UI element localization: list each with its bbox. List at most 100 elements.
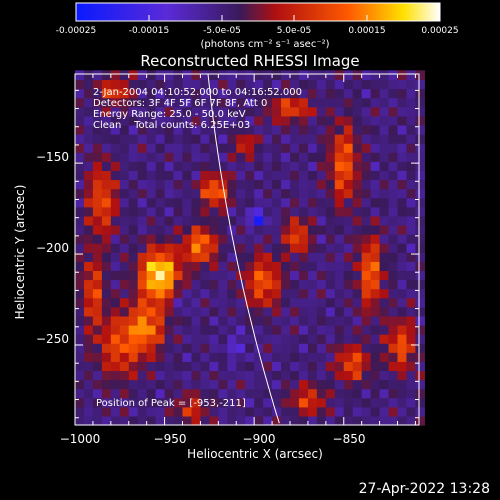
heatmap-cell (227, 234, 237, 244)
heatmap-cell (352, 279, 363, 290)
heatmap-cell (263, 124, 273, 135)
heatmap-cell (191, 143, 202, 153)
heatmap-cell (298, 124, 309, 135)
heatmap-cell (182, 224, 193, 235)
heatmap-cell (92, 206, 103, 217)
heatmap-cell (75, 279, 85, 290)
heatmap-cell (110, 352, 121, 362)
heatmap-cell (182, 170, 193, 181)
heatmap-cell (173, 161, 184, 171)
heatmap-cell (370, 406, 381, 417)
heatmap-cell (379, 379, 390, 390)
heatmap-cell (361, 206, 372, 217)
heatmap-cell (272, 397, 282, 408)
heatmap-cell (290, 97, 300, 108)
heatmap-cell (128, 334, 139, 344)
heatmap-cell (352, 206, 363, 217)
heatmap-cell (119, 106, 130, 117)
heatmap-cell (379, 343, 390, 353)
heatmap-cell (298, 288, 309, 299)
heatmap-cell (236, 315, 246, 326)
heatmap-cell (343, 197, 354, 208)
heatmap-cell (388, 415, 399, 426)
heatmap-cell (415, 70, 425, 81)
heatmap-cell (236, 234, 246, 244)
heatmap-cell (307, 415, 318, 426)
heatmap-cell (325, 343, 336, 353)
heatmap-cell (290, 206, 300, 217)
heatmap-cell (191, 161, 202, 171)
heatmap-cell (227, 370, 237, 381)
heatmap-cell (290, 106, 300, 117)
heatmap-cell (397, 379, 408, 390)
heatmap-cell (290, 252, 300, 262)
heatmap-cell (361, 188, 372, 199)
heatmap-cell (101, 97, 112, 108)
heatmap-cell (290, 243, 300, 253)
heatmap-cell (164, 379, 175, 390)
heatmap-cell (272, 115, 282, 126)
heatmap-cell (263, 206, 273, 217)
heatmap-cell (218, 379, 228, 390)
heatmap-cell (290, 215, 300, 226)
heatmap-cell (101, 297, 112, 308)
heatmap-cell (272, 343, 282, 353)
heatmap-cell (137, 324, 148, 335)
colorbar-tick-label: -0.00025 (55, 26, 97, 36)
heatmap-cell (101, 143, 112, 153)
heatmap-cell (200, 379, 210, 390)
heatmap-cell (254, 161, 264, 171)
heatmap-cell (164, 288, 175, 299)
heatmap-cell (227, 406, 237, 417)
heatmap-cell (254, 388, 264, 399)
heatmap-cell (119, 297, 130, 308)
heatmap-cell (307, 252, 318, 262)
heatmap-cell (182, 115, 193, 126)
heatmap-cell (272, 97, 282, 108)
heatmap-cell (388, 115, 399, 126)
heatmap-cell (75, 215, 85, 226)
heatmap-cell (406, 115, 417, 126)
heatmap-cell (173, 288, 184, 299)
heatmap-cell (200, 343, 210, 353)
heatmap-cell (298, 97, 309, 108)
heatmap-cell (137, 79, 148, 90)
heatmap-cell (397, 370, 408, 381)
heatmap-cell (173, 197, 184, 208)
heatmap-cell (316, 315, 327, 326)
heatmap-cell (361, 261, 372, 272)
heatmap-cell (191, 79, 202, 90)
heatmap-cell (334, 334, 345, 344)
heatmap-cell (137, 334, 148, 344)
heatmap-cell (245, 243, 255, 253)
heatmap-cell (227, 70, 237, 81)
heatmap-cell (75, 115, 85, 126)
heatmap-cell (83, 70, 94, 81)
heatmap-cell (415, 306, 425, 317)
heatmap-cell (388, 288, 399, 299)
heatmap-cell (343, 97, 354, 108)
heatmap-cell (334, 406, 345, 417)
heatmap-cell (298, 179, 309, 190)
heatmap-cell (388, 134, 399, 144)
heatmap-cell (218, 315, 228, 326)
heatmap-cell (361, 115, 372, 126)
heatmap-cell (218, 152, 228, 162)
heatmap-cell (83, 97, 94, 108)
heatmap-cell (388, 243, 399, 253)
heatmap-cell (209, 397, 219, 408)
heatmap-cell (155, 288, 166, 299)
heatmap-cell (182, 143, 193, 153)
heatmap-cell (110, 188, 121, 199)
heatmap-cell (173, 406, 184, 417)
heatmap-cell (415, 270, 425, 281)
heatmap-cell (298, 161, 309, 171)
heatmap-cell (191, 343, 202, 353)
heatmap-cell (110, 224, 121, 235)
heatmap-cell (352, 224, 363, 235)
heatmap-cell (272, 188, 282, 199)
heatmap-cell (272, 252, 282, 262)
heatmap-cell (155, 88, 166, 99)
heatmap-cell (110, 361, 121, 372)
